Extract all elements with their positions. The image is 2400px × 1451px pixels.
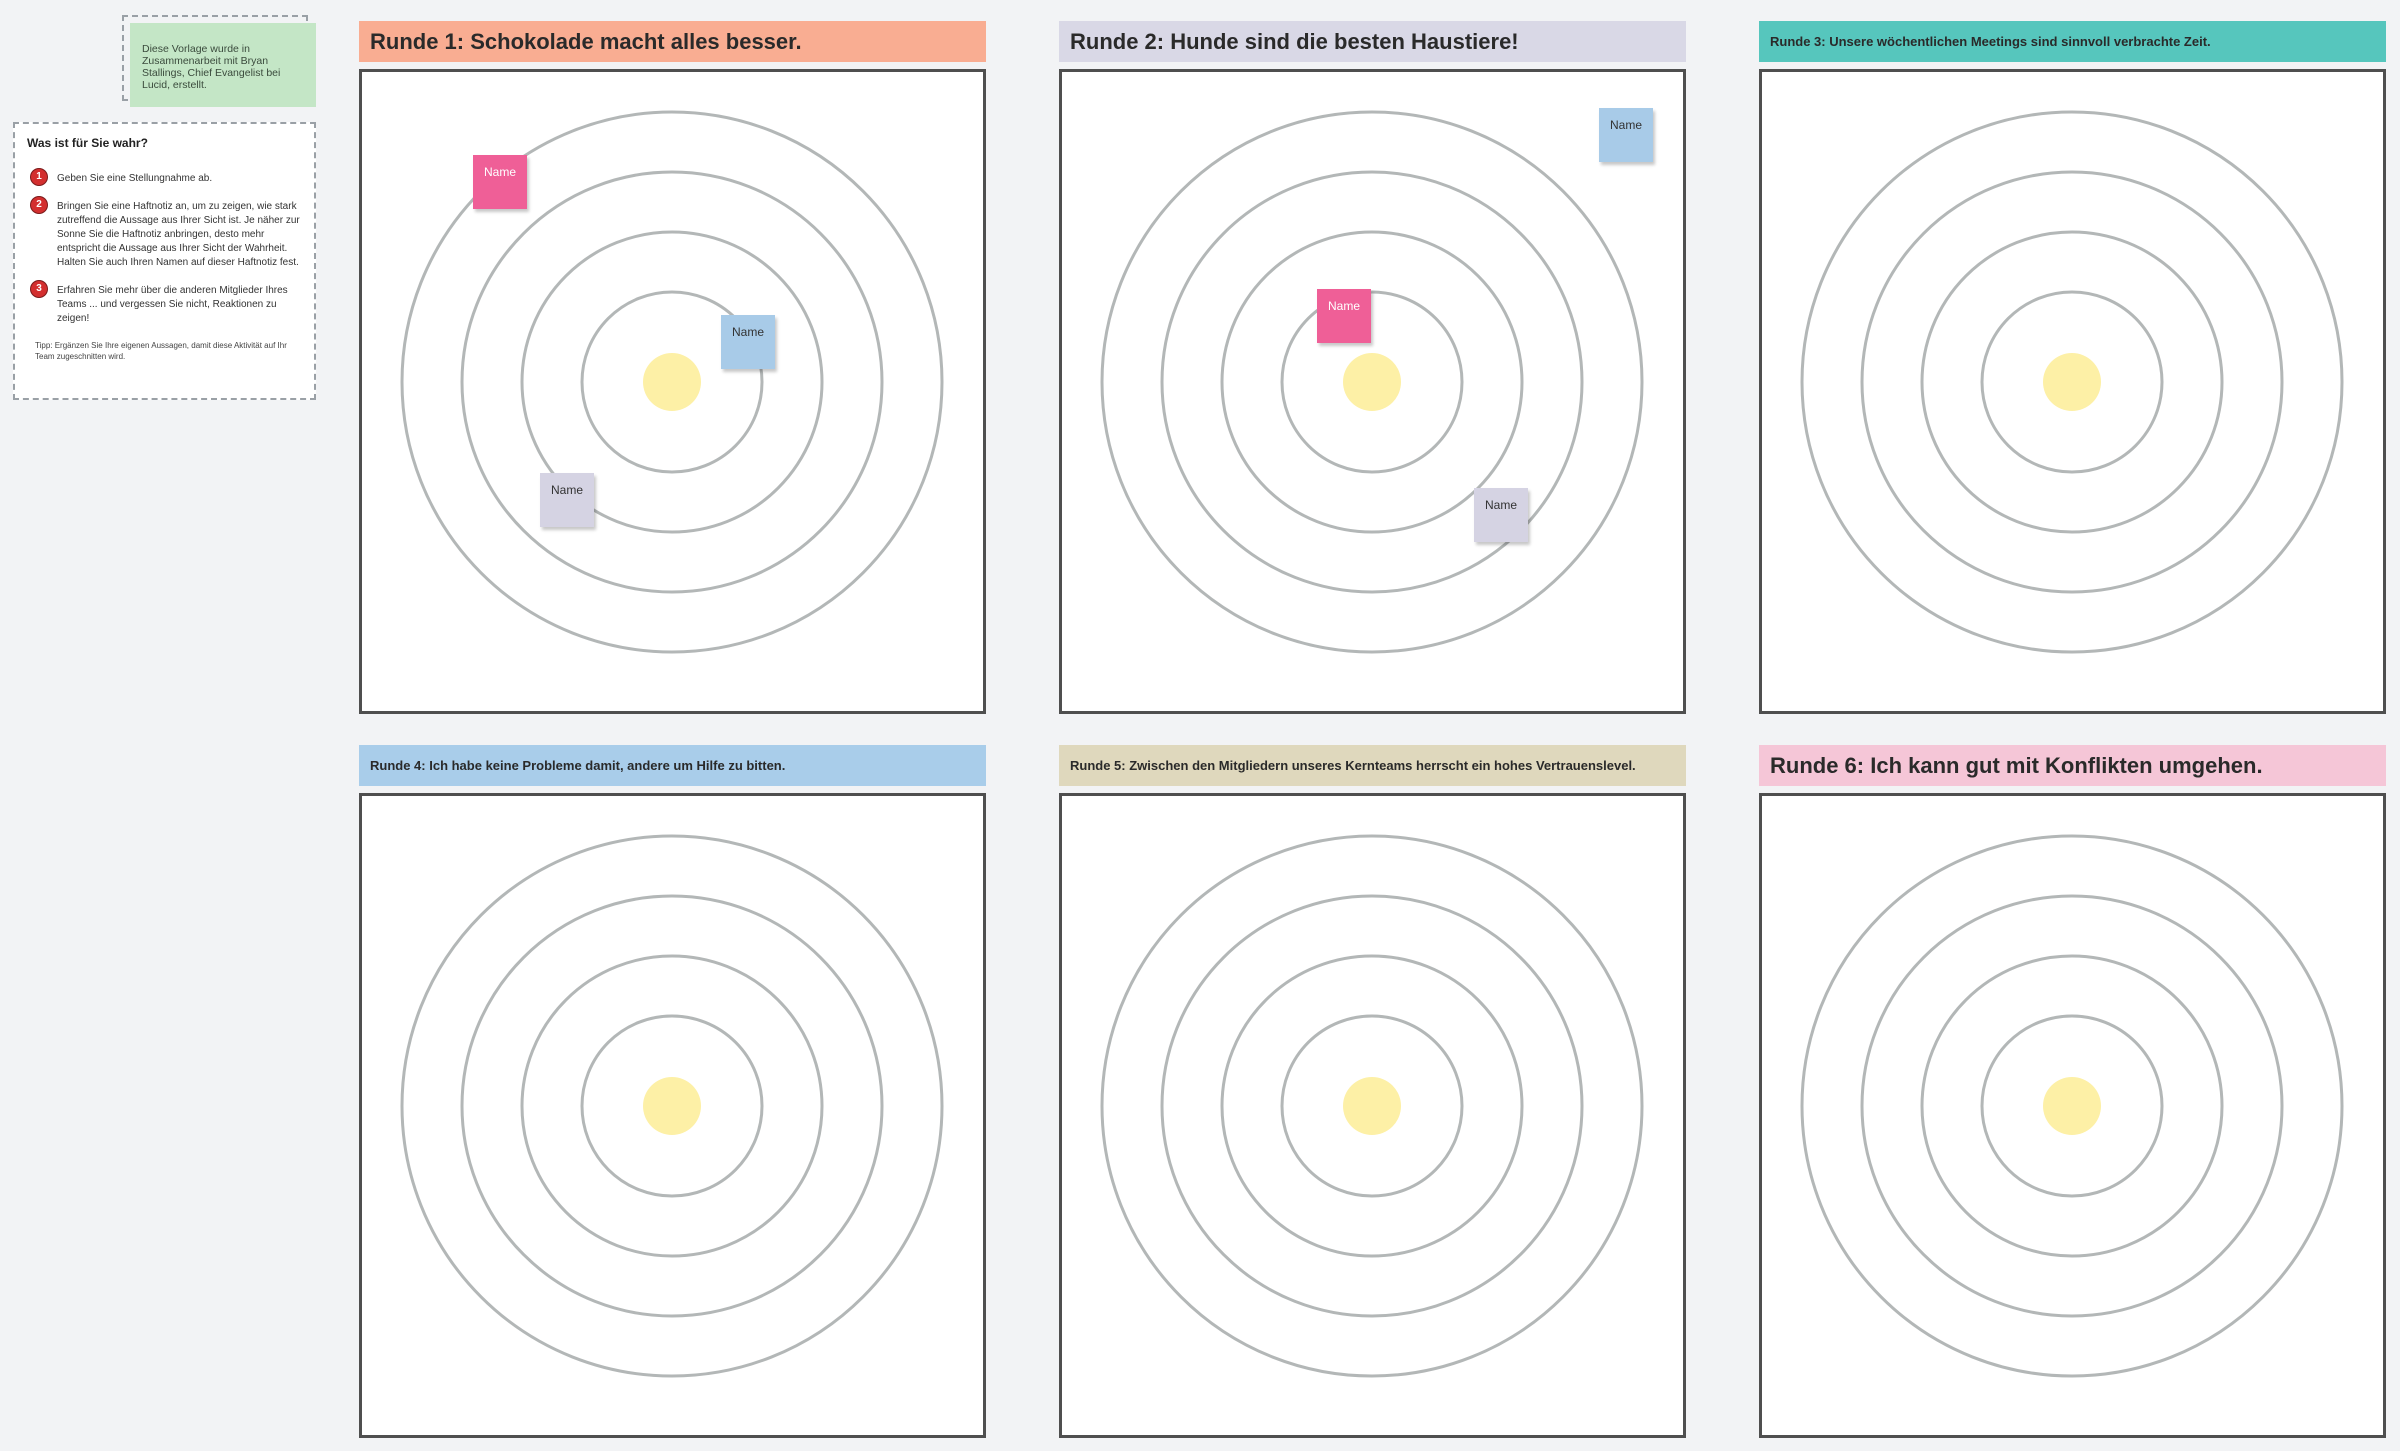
sticky-note-label: Name: [483, 165, 516, 179]
instruction-step-3: 3 Erfahren Sie mehr über die anderen Mit…: [27, 281, 302, 326]
round-4-title[interactable]: Runde 4: Ich habe keine Probleme damit, …: [359, 745, 986, 786]
round-3-title[interactable]: Runde 3: Unsere wöchentlichen Meetings s…: [1759, 21, 2386, 62]
round-1-sticky-note[interactable]: Name: [540, 473, 594, 527]
target-rings: [1100, 834, 1644, 1378]
sticky-note-label: Name: [1484, 498, 1517, 512]
round-2-sticky-note[interactable]: Name: [1599, 108, 1653, 162]
target-ring-2: [1860, 170, 2284, 594]
target-ring-4: [1280, 290, 1464, 474]
target-ring-2: [1860, 894, 2284, 1318]
round-1-target-board[interactable]: Name Name Name: [359, 69, 986, 714]
sun-center: [643, 1077, 701, 1135]
sticky-note-label: Name: [1609, 118, 1642, 132]
credit-note-text: Diese Vorlage wurde in Zusammenarbeit mi…: [142, 43, 281, 91]
round-1-title[interactable]: Runde 1: Schokolade macht alles besser.: [359, 21, 986, 62]
target-ring-2: [1160, 170, 1584, 594]
round-2-title[interactable]: Runde 2: Hunde sind die besten Haustiere…: [1059, 21, 1686, 62]
target-rings: [400, 834, 944, 1378]
credit-sticky-note[interactable]: Diese Vorlage wurde in Zusammenarbeit mi…: [130, 23, 316, 107]
target-ring-3: [520, 954, 824, 1258]
round-6-title[interactable]: Runde 6: Ich kann gut mit Konflikten umg…: [1759, 745, 2386, 786]
step-text: Bringen Sie eine Haftnotiz an, um zu zei…: [57, 201, 300, 268]
target-ring-3: [1920, 230, 2224, 534]
step-number-badge: 1: [31, 169, 47, 185]
round-2-sticky-note[interactable]: Name: [1317, 289, 1371, 343]
step-text: Erfahren Sie mehr über die anderen Mitgl…: [57, 285, 288, 324]
step-number-badge: 3: [31, 281, 47, 297]
instruction-step-1: 1 Geben Sie eine Stellungnahme ab.: [27, 169, 302, 186]
sun-center: [643, 353, 701, 411]
target-ring-3: [520, 230, 824, 534]
round-3-target-board[interactable]: [1759, 69, 2386, 714]
sun-center: [1343, 1077, 1401, 1135]
target-rings: [1800, 110, 2344, 654]
target-ring-1: [400, 834, 944, 1378]
sun-center: [1343, 353, 1401, 411]
step-number-badge: 2: [31, 197, 47, 213]
step-text: Geben Sie eine Stellungnahme ab.: [57, 173, 213, 184]
instructions-title: Was ist für Sie wahr?: [27, 136, 148, 150]
target-ring-1: [1100, 834, 1644, 1378]
sun-center: [2043, 1077, 2101, 1135]
target-ring-1: [1800, 834, 2344, 1378]
instructions-tip: Tipp: Ergänzen Sie Ihre eigenen Aussagen…: [35, 341, 287, 361]
target-ring-1: [400, 110, 944, 654]
credit-note-frame[interactable]: Diese Vorlage wurde in Zusammenarbeit mi…: [122, 15, 316, 107]
target-ring-3: [1220, 954, 1524, 1258]
round-1-sticky-note[interactable]: Name: [721, 315, 775, 369]
target-ring-2: [1160, 894, 1584, 1318]
target-rings: [400, 110, 944, 654]
target-rings: [1800, 834, 2344, 1378]
target-ring-4: [1980, 1014, 2164, 1198]
target-ring-4: [1280, 1014, 1464, 1198]
sun-center: [2043, 353, 2101, 411]
instruction-step-2: 2 Bringen Sie eine Haftnotiz an, um zu z…: [27, 197, 302, 270]
target-ring-4: [580, 290, 764, 474]
round-6-target-board[interactable]: [1759, 793, 2386, 1438]
round-5-title[interactable]: Runde 5: Zwischen den Mitgliedern unsere…: [1059, 745, 1686, 786]
target-ring-1: [1100, 110, 1644, 654]
target-rings: [1100, 110, 1644, 654]
round-1-sticky-note[interactable]: Name: [473, 155, 527, 209]
instructions-card[interactable]: Was ist für Sie wahr? 1 Geben Sie eine S…: [13, 122, 316, 400]
round-4-target-board[interactable]: [359, 793, 986, 1438]
target-ring-4: [580, 1014, 764, 1198]
target-ring-2: [460, 894, 884, 1318]
sticky-note-label: Name: [731, 325, 764, 339]
sticky-note-label: Name: [550, 483, 583, 497]
target-ring-1: [1800, 110, 2344, 654]
target-ring-3: [1220, 230, 1524, 534]
target-ring-3: [1920, 954, 2224, 1258]
target-ring-2: [460, 170, 884, 594]
round-2-sticky-note[interactable]: Name: [1474, 488, 1528, 542]
target-ring-4: [1980, 290, 2164, 474]
round-2-target-board[interactable]: Name Name Name: [1059, 69, 1686, 714]
sticky-note-label: Name: [1327, 299, 1360, 313]
round-5-target-board[interactable]: [1059, 793, 1686, 1438]
